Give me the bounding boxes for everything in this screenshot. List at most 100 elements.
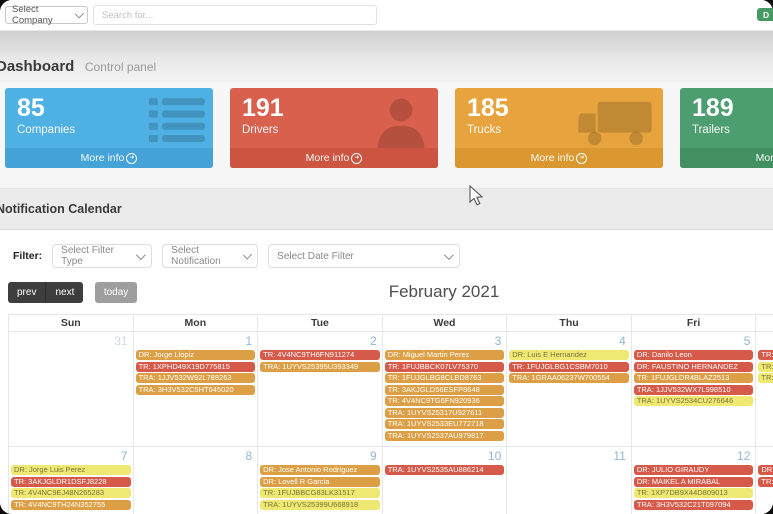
calendar-cell: 3 DR: Miguel Martin Perez TR: 1FUJBBCK07LV… <box>382 332 508 447</box>
calendar-cell: 10 TRA: 1UYVS2535AU886214 <box>383 447 508 514</box>
calendar-panel: Filter: Select Filter Type Select Notific… <box>0 230 773 514</box>
calendar-event[interactable]: TR: <box>758 476 773 487</box>
day-number: 31 <box>114 334 128 348</box>
notification-select-value: Select Notification <box>171 245 221 267</box>
date-filter-select-value: Select Date Filter <box>277 250 354 262</box>
calendar-title: February 2021 <box>388 282 500 301</box>
chevron-down-icon <box>444 249 455 260</box>
calendar-cell: 31 <box>9 332 134 447</box>
prev-button[interactable]: prev <box>8 282 47 303</box>
calendar-event[interactable]: TR: <box>758 361 773 372</box>
more-info-link[interactable]: More info➜ <box>455 148 663 168</box>
user-badge-label: D <box>763 9 770 20</box>
stat-card: 191 Drivers More info ➜ <box>230 88 438 168</box>
arrow-circle-icon: ➜ <box>126 152 138 164</box>
more-info-link[interactable]: More info➜ <box>680 148 773 168</box>
calendar-event[interactable]: TR: 1FUJGLBG8CLBD8763 <box>384 373 505 383</box>
calendar-toolbar: prev next today February 2021 <box>8 282 773 304</box>
day-header: Tue <box>258 315 383 332</box>
calendar-weeks: 3 1 1 DR: Jorge Llopiz TR: 1XPHD49X19D775815… <box>9 332 773 514</box>
calendar-event[interactable]: TRA: 1UYVS2535AU886214 <box>384 465 505 475</box>
notification-select[interactable]: Select Notification <box>162 244 259 268</box>
filter-type-select[interactable]: Select Filter Type <box>52 244 153 268</box>
calendar-event[interactable]: TR: 1XP7DB9X44D809013 <box>633 488 754 498</box>
chevron-down-icon <box>136 249 147 260</box>
calendar-event[interactable]: DR: Lovell R Garcia <box>260 476 380 487</box>
calendar-event[interactable]: TRA: 1UYVS25395U393349 <box>260 361 380 372</box>
day-number: 3 <box>494 334 502 348</box>
calendar-event[interactable]: TR: 3AKJGLD56ESFP8648 <box>384 384 505 395</box>
calendar-event[interactable]: DR: Luis E Hernandez <box>509 350 629 360</box>
next-button[interactable]: next <box>46 282 84 303</box>
calendar-event[interactable]: TR: 1FUJGLDR4BLAZ2513 <box>633 373 754 383</box>
stat-card-value: 85 <box>17 94 45 122</box>
section-title: Notification Calendar <box>0 202 122 216</box>
day-header: Fri <box>631 315 757 332</box>
company-select[interactable]: Select Company <box>5 4 88 26</box>
calendar-event[interactable]: TRA: 1JJV532WX7L998510 <box>633 384 754 395</box>
calendar-event[interactable]: TR: 4V4NC9TH24N352755 <box>11 499 131 510</box>
calendar-week-row: 7 DR: Jorge Luis Perez TR: 3AKJGLDR1DSFJ82… <box>9 447 773 514</box>
filter-label: Filter: <box>13 250 43 262</box>
more-info-link[interactable]: More info➜ <box>230 148 438 168</box>
day-number <box>756 332 773 350</box>
calendar-event[interactable]: TR: 1XPHD49X19D775815 <box>135 361 256 372</box>
calendar-event[interactable]: TR: <box>758 350 773 360</box>
calendar-event[interactable]: DR: Jorge Luis Perez <box>11 465 131 475</box>
calendar-event[interactable]: TR: 1FUJGLBG1CSBM7010 <box>509 361 629 372</box>
calendar-event[interactable]: DR: JULIO GIRAUDY <box>633 465 754 475</box>
calendar-event[interactable]: TR: 1FUJBBCK07LV75370 <box>384 361 505 372</box>
stat-card: 185 Trucks More info ➜ <box>455 88 663 168</box>
calendar-event[interactable]: DR: MAIKEL A MIRABAL <box>633 476 754 487</box>
calendar-event[interactable]: TRA: 3H3V532C5HT645020 <box>135 384 256 395</box>
calendar-event[interactable]: TRA: 1UYVS25317U927611 <box>384 407 505 418</box>
person-icon <box>372 96 430 157</box>
calendar-event[interactable]: TR: 4V4NC9TH6FN911274 <box>260 350 380 360</box>
day-number: 11 <box>613 449 626 463</box>
stat-card-label: Trucks <box>467 124 502 136</box>
calendar-event[interactable]: DR: <box>758 465 773 475</box>
calendar-cell: 2 TR: 4V4NC9TH6FN911274 TRA: 1UYVS25395U39… <box>258 332 383 447</box>
stat-cards-row: 85 Companies More info ➜ 191 Drivers More info… <box>0 82 773 174</box>
calendar-event[interactable]: DR: FAUSTINO HERNANDEZ <box>633 361 754 372</box>
user-badge[interactable]: D <box>757 8 773 21</box>
calendar-cell: 8 <box>134 447 259 514</box>
more-info-label: More info <box>530 152 575 164</box>
date-filter-select[interactable]: Select Date Filter <box>268 244 461 268</box>
calendar-event[interactable]: TR: <box>758 373 773 383</box>
calendar-event[interactable]: DR: Danilo Leon <box>633 350 754 360</box>
arrow-circle-icon: ➜ <box>576 152 588 164</box>
truck-icon <box>573 96 655 155</box>
day-number: 2 <box>370 334 377 348</box>
calendar-week-row: 31 1 DR: Jorge Llopiz TR: 1XPHD49X19D775815… <box>9 332 773 447</box>
calendar-event[interactable]: TRA: 3H3V532C21T097094 <box>633 499 754 510</box>
day-header: Thu <box>507 315 632 332</box>
stat-card-value: 185 <box>467 94 509 122</box>
calendar-event[interactable]: TR: 1FUJBBCG83LK31517 <box>260 488 380 498</box>
calendar-event[interactable]: TRA: 1UYVS2533EU772718 <box>384 419 505 429</box>
calendar-event[interactable]: TRA: 1UYVS2537AU979817 <box>384 430 505 441</box>
calendar-event[interactable]: DR: Jorge Llopiz <box>135 350 256 360</box>
stat-card-label: Trailers <box>692 124 730 136</box>
calendar-event[interactable]: DR: Jose Antonio Rodriguez <box>260 465 380 475</box>
calendar-event[interactable]: TR: 4V4NC9EJ48N265283 <box>11 488 131 498</box>
calendar-event[interactable]: DR: Miguel Martin Perez <box>384 350 505 360</box>
more-info-link[interactable]: More info➜ <box>5 148 213 168</box>
day-number: 5 <box>743 334 751 348</box>
day-number: 4 <box>619 334 626 348</box>
calendar-cell: 5 DR: Danilo Leon DR: FAUSTINO HERNANDEZ TR… <box>631 332 757 447</box>
calendar-event[interactable]: TR: 3AKJGLDR1DSFJ8228 <box>11 476 131 487</box>
calendar-event[interactable]: TRA: 1GRAA06237W700554 <box>509 373 629 383</box>
calendar-event[interactable]: TRA: 1UYVS25399U668918 <box>260 499 380 510</box>
calendar-cell: TR: TR: TR: <box>756 332 773 447</box>
stat-card: 189 Trailers More info➜ <box>680 88 773 168</box>
today-button[interactable]: today <box>94 282 138 303</box>
calendar-event[interactable]: TRA: 1JJV532W92L788263 <box>135 373 256 383</box>
more-info-label: More info <box>80 152 125 164</box>
calendar-event[interactable]: TR: 4V4NC9TG6FN920936 <box>384 396 505 406</box>
calendar-event[interactable]: TRA: 1UYVS2534CU276646 <box>633 396 754 406</box>
filter-type-select-value: Select Filter Type <box>61 245 114 267</box>
search-input[interactable] <box>93 5 377 25</box>
day-number: 7 <box>120 449 128 463</box>
